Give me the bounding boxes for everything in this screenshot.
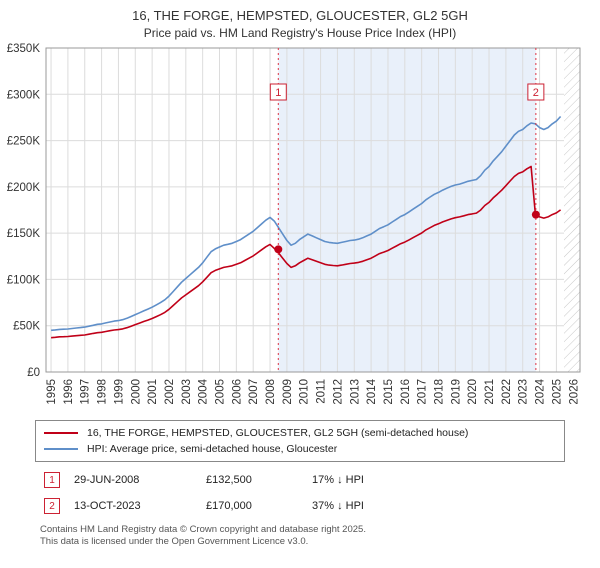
future-hatch-region: [563, 48, 580, 372]
svg-text:2010: 2010: [299, 379, 311, 405]
svg-text:2013: 2013: [349, 379, 361, 405]
chart-title: 16, THE FORGE, HEMPSTED, GLOUCESTER, GL2…: [132, 8, 468, 23]
svg-text:£300K: £300K: [7, 89, 41, 101]
svg-text:2011: 2011: [316, 379, 328, 404]
sale-2-price: £170,000: [206, 500, 252, 512]
footer-line-2: This data is licensed under the Open Gov…: [40, 536, 309, 548]
svg-text:2016: 2016: [400, 379, 412, 405]
between-sales-shading: [278, 48, 536, 372]
svg-text:1995: 1995: [46, 379, 58, 405]
svg-text:2000: 2000: [130, 379, 142, 405]
sale-1-date: 29-JUN-2008: [74, 474, 140, 486]
svg-text:£0: £0: [27, 367, 40, 379]
svg-text:2007: 2007: [248, 379, 260, 405]
sale-2-date: 13-OCT-2023: [74, 500, 141, 512]
svg-text:1996: 1996: [63, 379, 75, 405]
svg-text:£200K: £200K: [7, 182, 41, 194]
sale-marker-1: [274, 245, 283, 254]
svg-text:2006: 2006: [231, 379, 243, 405]
legend-hpi-label: HPI: Average price, semi-detached house,…: [87, 443, 338, 455]
price-line: [51, 165, 562, 339]
svg-text:£150K: £150K: [7, 228, 41, 240]
price-hpi-chart: 1 2 £0 £50K £100K £150K £200K £250K £300K £350K 19…: [7, 43, 581, 405]
sale-marker-2: [531, 210, 540, 219]
svg-text:1998: 1998: [97, 379, 109, 405]
svg-text:2: 2: [533, 87, 539, 99]
svg-text:£100K: £100K: [7, 274, 41, 286]
svg-text:£250K: £250K: [7, 136, 41, 148]
sale-row-2: 2 13-OCT-2023 £170,000 37% ↓ HPI: [44, 498, 600, 514]
legend-item-hpi: HPI: Average price, semi-detached house,…: [42, 441, 558, 457]
svg-text:2017: 2017: [417, 379, 429, 405]
svg-text:2018: 2018: [433, 379, 445, 405]
sale-2-flag: 2: [44, 498, 60, 514]
svg-text:2015: 2015: [383, 379, 395, 405]
sale-row-1: 1 29-JUN-2008 £132,500 17% ↓ HPI: [44, 472, 600, 488]
svg-text:1999: 1999: [113, 379, 125, 405]
svg-text:2024: 2024: [535, 378, 547, 404]
svg-text:2002: 2002: [164, 379, 176, 405]
svg-text:2020: 2020: [467, 379, 479, 405]
sale-flag-box-1: [269, 83, 287, 101]
svg-text:2001: 2001: [147, 379, 159, 405]
svg-text:£350K: £350K: [7, 43, 41, 55]
svg-text:2003: 2003: [181, 379, 193, 405]
svg-text:2022: 2022: [501, 379, 513, 405]
sale-1-hpi-diff: 17% ↓ HPI: [312, 474, 364, 486]
chart-subtitle: Price paid vs. HM Land Registry's House …: [143, 26, 457, 40]
svg-text:2009: 2009: [282, 379, 294, 405]
svg-text:£50K: £50K: [13, 321, 40, 333]
footer-line-1: Contains HM Land Registry data © Crown c…: [40, 524, 366, 535]
svg-text:2025: 2025: [551, 379, 563, 405]
sale-flag-box-2: [527, 83, 545, 101]
svg-text:2026: 2026: [568, 379, 580, 405]
hpi-line: [51, 115, 562, 332]
svg-text:2023: 2023: [518, 379, 530, 405]
legend-price-label: 16, THE FORGE, HEMPSTED, GLOUCESTER, GL2…: [87, 427, 469, 439]
svg-text:2004: 2004: [198, 378, 210, 404]
svg-text:2005: 2005: [215, 379, 227, 405]
price-line-swatch: [44, 432, 78, 434]
sale-annotations: 1 29-JUN-2008 £132,500 17% ↓ HPI 2 13-OC…: [44, 472, 600, 514]
chart-legend: 16, THE FORGE, HEMPSTED, GLOUCESTER, GL2…: [35, 420, 565, 462]
hpi-line-swatch: [44, 448, 78, 450]
sale-1-price: £132,500: [206, 474, 252, 486]
license-footer: Contains HM Land Registry data © Crown c…: [40, 524, 600, 549]
sale-1-flag: 1: [44, 472, 60, 488]
chart-header: 16, THE FORGE, HEMPSTED, GLOUCESTER, GL2…: [0, 8, 600, 40]
svg-text:1997: 1997: [80, 379, 92, 405]
svg-text:1: 1: [275, 87, 281, 99]
svg-text:2021: 2021: [484, 379, 496, 405]
legend-item-price: 16, THE FORGE, HEMPSTED, GLOUCESTER, GL2…: [42, 425, 558, 441]
sale-2-hpi-diff: 37% ↓ HPI: [312, 500, 364, 512]
svg-text:2012: 2012: [332, 379, 344, 405]
svg-text:2019: 2019: [450, 379, 462, 405]
svg-text:2014: 2014: [366, 378, 378, 404]
svg-text:2008: 2008: [265, 379, 277, 405]
